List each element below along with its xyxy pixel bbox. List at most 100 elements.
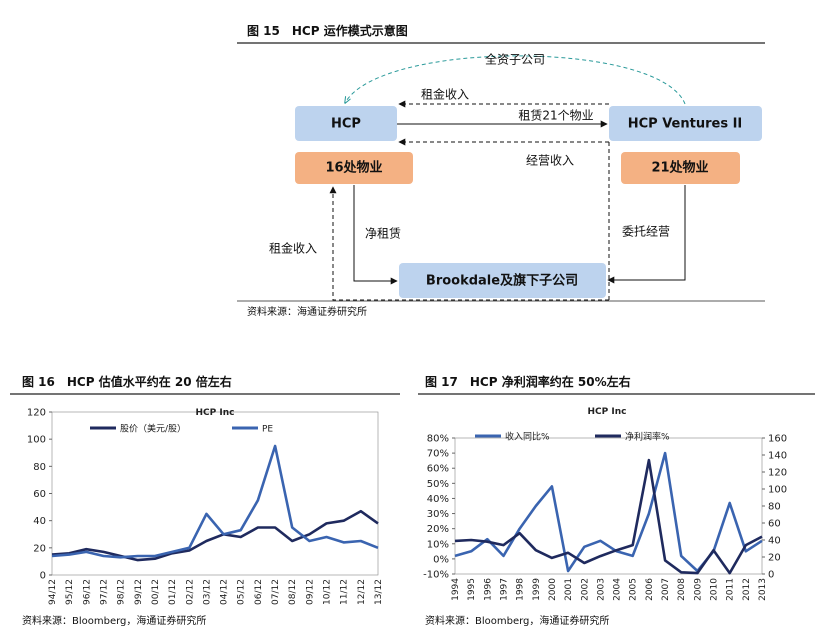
- x-tick-label: 10/12: [323, 579, 333, 605]
- y-tick-label: 0: [40, 571, 46, 582]
- series-line: [454, 458, 763, 575]
- source: 资料来源：Bloomberg，海通证券研究所: [425, 614, 609, 627]
- figure-title: 图 16 HCP 估值水平约在 20 倍左右: [22, 374, 232, 389]
- y-tick-label: 70%: [427, 449, 449, 460]
- x-tick-label: 99/12: [134, 579, 144, 605]
- x-tick-label: 1999: [532, 578, 542, 601]
- node-label: HCP Ventures II: [628, 117, 743, 132]
- x-tick-label: 94/12: [48, 579, 58, 605]
- y-tick-label: 60%: [427, 464, 449, 475]
- node-box: [399, 263, 606, 298]
- edge-label: 租赁21个物业: [518, 109, 593, 123]
- y2-tick-label: 60: [768, 519, 781, 530]
- x-tick-label: 12/12: [357, 579, 367, 605]
- x-tick-label: 2006: [645, 578, 655, 601]
- source: 资料来源：海通证券研究所: [247, 305, 367, 318]
- x-tick-label: 2008: [677, 578, 687, 601]
- x-tick-label: 2013: [758, 578, 768, 601]
- edge-label: 租金收入: [421, 87, 469, 102]
- figure-title: 图 17 HCP 净利润率约在 50%左右: [425, 374, 631, 389]
- series-line: [51, 509, 379, 562]
- x-tick-label: 95/12: [65, 579, 75, 605]
- y2-tick-label: 140: [768, 451, 787, 462]
- y2-tick-label: 20: [768, 553, 781, 564]
- node-box: [295, 152, 413, 184]
- edge-label: 委托经营: [622, 225, 670, 239]
- y-tick-label: 60: [33, 489, 46, 500]
- x-tick-label: 05/12: [237, 579, 247, 605]
- x-tick-label: 96/12: [82, 579, 92, 605]
- x-tick-label: 2007: [661, 578, 671, 601]
- figure-title: 图 15 HCP 运作模式示意图: [247, 23, 408, 38]
- y-tick-label: 30%: [427, 509, 449, 520]
- y2-tick-label: 120: [768, 468, 787, 479]
- y-tick-label: 20: [33, 543, 46, 554]
- series-line: [51, 444, 379, 559]
- y-tick-label: 20%: [427, 524, 449, 535]
- x-tick-label: 07/12: [271, 579, 281, 605]
- x-tick-label: 2011: [726, 578, 736, 601]
- node-label: 16处物业: [325, 160, 382, 176]
- x-tick-label: 2004: [613, 578, 623, 601]
- legend-label: PE: [262, 425, 273, 435]
- x-tick-label: 09/12: [305, 579, 315, 605]
- chart-title: HCP Inc: [196, 408, 235, 418]
- arrow: [353, 185, 398, 285]
- x-tick-label: 2000: [548, 578, 558, 601]
- x-tick-label: 97/12: [99, 579, 109, 605]
- x-tick-label: 03/12: [202, 579, 212, 605]
- x-tick-label: 13/12: [374, 579, 384, 605]
- edge-label: 经营收入: [526, 154, 574, 168]
- x-tick-label: 1998: [516, 578, 526, 601]
- source: 资料来源：Bloomberg，海通证券研究所: [22, 614, 206, 627]
- y-tick-label: 100: [27, 435, 46, 446]
- y-tick-label: 10%: [427, 539, 449, 550]
- x-tick-label: 98/12: [117, 579, 127, 605]
- arrow: [329, 186, 609, 301]
- legend-label: 净利润率%: [625, 431, 670, 443]
- y-tick-label: 80: [33, 462, 46, 473]
- y-tick-label: 40%: [427, 494, 449, 505]
- y-tick-label: -10%: [423, 570, 449, 581]
- x-tick-label: 00/12: [151, 579, 161, 605]
- x-tick-label: 08/12: [288, 579, 298, 605]
- x-tick-label: 2002: [580, 578, 590, 601]
- y-tick-label: 50%: [427, 479, 449, 490]
- x-tick-label: 2005: [629, 578, 639, 601]
- x-tick-label: 06/12: [254, 579, 264, 605]
- arrow: [607, 185, 686, 284]
- x-tick-label: 04/12: [220, 579, 230, 605]
- node-label: 21处物业: [651, 160, 708, 176]
- node-box: [621, 152, 740, 184]
- x-tick-label: 01/12: [168, 579, 178, 605]
- edge-label: 租金收入: [269, 241, 317, 256]
- charts: HCP Inc 0 20 40 60 80 100 120 94/12 95/12 96/12 97/…: [27, 407, 787, 605]
- y2-tick-label: 0: [768, 570, 774, 581]
- edge-label: 净租赁: [365, 227, 401, 241]
- x-tick-label: 2012: [742, 578, 752, 601]
- x-tick-label: 1994: [451, 578, 461, 601]
- node-box: [609, 106, 762, 141]
- legend-label: 收入同比%: [505, 431, 550, 443]
- y-tick-label: 0%: [433, 554, 449, 565]
- y-tick-label: 80%: [427, 434, 449, 445]
- node-label: HCP: [331, 117, 361, 132]
- edge-label: 全资子公司: [485, 52, 545, 67]
- y2-tick-label: 160: [768, 434, 787, 445]
- node-box: [295, 106, 397, 141]
- node-label: Brookdale及旗下子公司: [426, 273, 578, 289]
- x-tick-label: 11/12: [340, 579, 350, 605]
- chart-title: HCP Inc: [588, 407, 627, 417]
- x-tick-label: 2009: [693, 578, 703, 601]
- y2-tick-label: 40: [768, 536, 781, 547]
- y-tick-label: 40: [33, 516, 46, 527]
- x-tick-label: 1995: [467, 578, 477, 601]
- y2-tick-label: 100: [768, 485, 787, 496]
- x-tick-label: 1997: [499, 578, 509, 601]
- x-tick-label: 02/12: [185, 579, 195, 605]
- y-tick-label: 120: [27, 408, 46, 419]
- x-tick-label: 2001: [564, 578, 574, 601]
- x-tick-label: 2010: [710, 578, 720, 601]
